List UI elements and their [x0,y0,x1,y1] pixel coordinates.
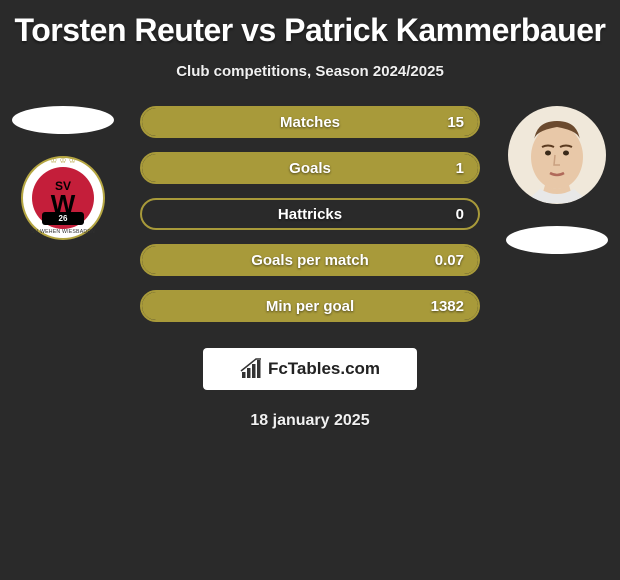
stat-value-right: 15 [447,114,464,131]
date-text: 18 january 2025 [0,412,620,430]
subtitle: Club competitions, Season 2024/2025 [0,63,620,80]
club-26-text: 26 [59,214,68,223]
crown-icon: ♔ ♔ ♔ [50,156,76,165]
stat-value-right: 1382 [431,298,464,315]
player-right-avatar [508,106,606,204]
player-right-column [502,106,612,254]
stat-value-right: 0 [456,206,464,223]
stat-label: Matches [280,114,340,131]
stat-value-right: 1 [456,160,464,177]
stat-bar: Goals per match 0.07 [140,244,480,276]
page-title: Torsten Reuter vs Patrick Kammerbauer [0,0,620,49]
player-left-club-logo: ♔ ♔ ♔ SV W 26 SV WEHEN WIESBADEN [21,156,105,240]
stat-label: Goals per match [251,252,369,269]
player-right-club-placeholder [506,226,608,254]
stat-bar: Goals 1 [140,152,480,184]
stat-bar: Min per goal 1382 [140,290,480,322]
stat-label: Hattricks [278,206,342,223]
face-icon [512,107,602,203]
stat-label: Goals [289,160,331,177]
stat-bar: Matches 15 [140,106,480,138]
branding-text: FcTables.com [268,359,380,379]
stat-bar: Hattricks 0 [140,198,480,230]
stat-value-right: 0.07 [435,252,464,269]
stat-bars: Matches 15 Goals 1 Hattricks 0 Goals per match… [140,106,480,336]
club-inner-circle: SV W 26 [32,167,94,229]
bars-chart-icon [240,358,262,380]
stats-area: ♔ ♔ ♔ SV W 26 SV WEHEN WIESBADEN [0,106,620,336]
club-26-band: 26 [42,212,84,225]
player-left-avatar-placeholder [12,106,114,134]
player-left-column: ♔ ♔ ♔ SV W 26 SV WEHEN WIESBADEN [8,106,118,240]
branding-badge: FcTables.com [203,348,417,390]
club-ring-text: SV WEHEN WIESBADEN [31,229,95,235]
stat-label: Min per goal [266,298,354,315]
